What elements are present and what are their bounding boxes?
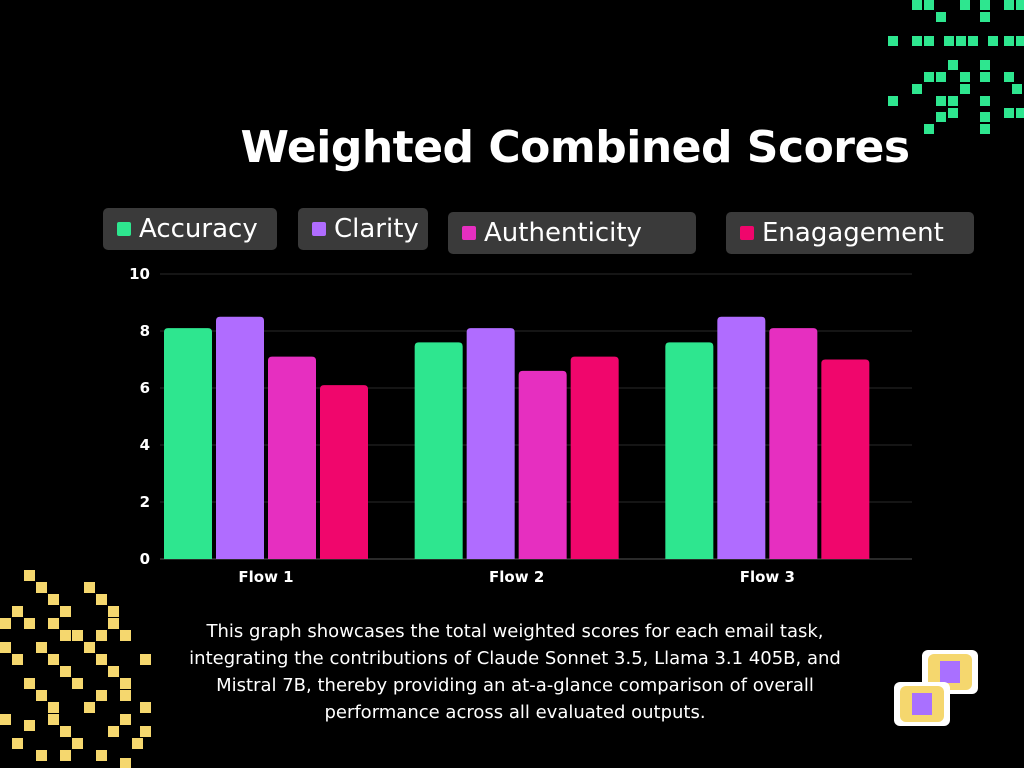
pixel-coins-icon bbox=[894, 650, 978, 726]
bar bbox=[821, 359, 870, 559]
x-tick-label: Flow 2 bbox=[489, 568, 544, 586]
chart-title: Weighted Combined Scores bbox=[240, 122, 910, 173]
bar bbox=[414, 342, 463, 559]
yellow-pixel-pattern-icon bbox=[0, 570, 151, 768]
legend-item-clarity: Clarity bbox=[298, 208, 428, 250]
bar bbox=[320, 385, 368, 559]
bar bbox=[665, 342, 714, 559]
bar bbox=[466, 328, 515, 559]
y-tick-label: 6 bbox=[140, 379, 150, 397]
legend-swatch bbox=[312, 222, 326, 236]
y-tick-label: 8 bbox=[140, 322, 150, 340]
bar bbox=[717, 316, 766, 559]
green-pixel-pattern-icon bbox=[888, 0, 1024, 134]
legend-label: Enagagement bbox=[762, 218, 944, 248]
legend-item-enagagement: Enagagement bbox=[726, 212, 974, 254]
legend-swatch bbox=[462, 226, 476, 240]
legend-label: Authenticity bbox=[484, 218, 642, 248]
y-tick-label: 10 bbox=[129, 265, 150, 283]
x-tick-label: Flow 3 bbox=[740, 568, 795, 586]
legend-swatch bbox=[740, 226, 754, 240]
legend-swatch bbox=[117, 222, 131, 236]
x-tick-label: Flow 1 bbox=[238, 568, 293, 586]
bar bbox=[570, 356, 619, 559]
y-tick-label: 0 bbox=[140, 550, 150, 568]
bar bbox=[769, 328, 818, 559]
bar bbox=[268, 356, 316, 559]
bar bbox=[518, 370, 567, 559]
bar bbox=[216, 316, 264, 559]
legend-label: Accuracy bbox=[139, 214, 258, 244]
legend-item-accuracy: Accuracy bbox=[103, 208, 277, 250]
legend-label: Clarity bbox=[334, 214, 419, 244]
y-tick-label: 2 bbox=[140, 493, 150, 511]
y-tick-label: 4 bbox=[140, 436, 150, 454]
bar bbox=[164, 328, 212, 559]
legend-item-authenticity: Authenticity bbox=[448, 212, 696, 254]
chart-caption: This graph showcases the total weighted … bbox=[189, 621, 841, 723]
